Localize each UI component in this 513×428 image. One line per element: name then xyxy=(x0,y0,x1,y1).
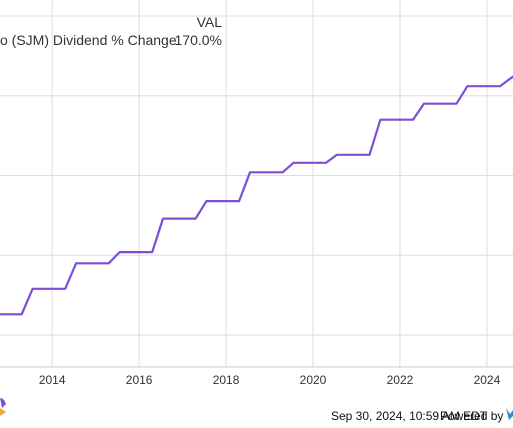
ycharts-logo-icon xyxy=(506,408,513,420)
legend-header: VAL xyxy=(197,14,223,30)
left-logo-icon xyxy=(0,398,6,416)
x-axis-ticks: 2014 2016 2018 2020 2022 2024 xyxy=(39,373,501,387)
grid-lines xyxy=(0,0,513,367)
x-tick-label-2014: 2014 xyxy=(39,373,66,387)
footer-powered-by: Powered by xyxy=(440,409,503,423)
legend-series-label: o (SJM) Dividend % Change xyxy=(0,32,177,48)
series-group xyxy=(0,75,513,316)
legend-value: 170.0% xyxy=(175,32,222,48)
x-tick-label-2022: 2022 xyxy=(387,373,414,387)
x-tick-label-2016: 2016 xyxy=(126,373,153,387)
x-tick-label-2020: 2020 xyxy=(300,373,327,387)
x-tick-label-2024: 2024 xyxy=(474,373,501,387)
series-line-0 xyxy=(0,75,513,316)
footer-timestamp: Sep 30, 2024, 10:59 AM EDT xyxy=(331,409,488,423)
x-tick-label-2018: 2018 xyxy=(213,373,240,387)
